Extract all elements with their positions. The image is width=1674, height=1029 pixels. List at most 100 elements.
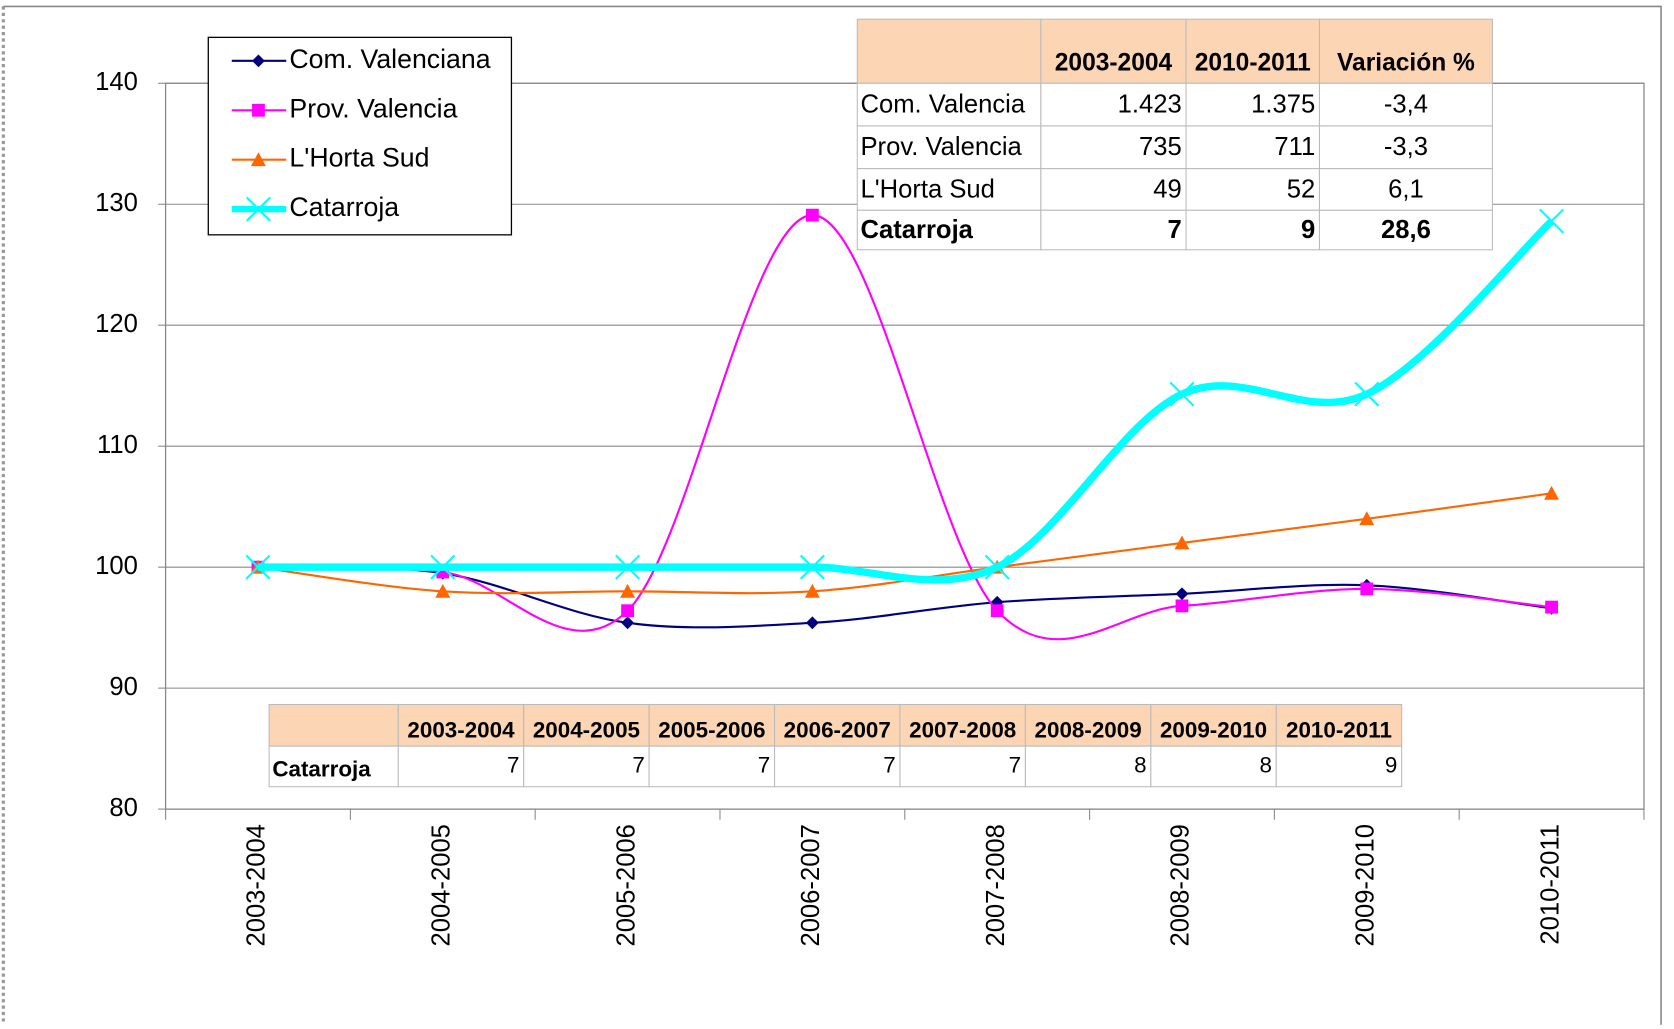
table-cell: [268, 703, 399, 747]
table-value: 52: [1287, 175, 1316, 203]
x-tick-label: 2004-2005: [428, 824, 456, 946]
x-tick-label: 2009-2010: [1352, 824, 1380, 946]
table-row-label: Prov. Valencia: [860, 133, 1022, 161]
legend-marker: [250, 152, 266, 167]
table-cell: [856, 18, 1042, 84]
y-tick-label: 80: [109, 794, 138, 822]
table-cell: [1024, 745, 1152, 788]
marker: [1545, 600, 1558, 614]
table-value: 7: [883, 752, 895, 777]
table-row-label: Com. Valencia: [860, 90, 1025, 118]
y-tick-label: 110: [97, 431, 138, 459]
marker: [1175, 599, 1189, 613]
legend-marker: [245, 196, 271, 222]
table-cell: [1150, 703, 1277, 747]
y-tick-label: 140: [95, 68, 138, 96]
marker: [1360, 582, 1374, 596]
marker: [804, 583, 820, 598]
marker: [1169, 381, 1195, 407]
x-tick-label: 2007-2008: [982, 824, 1010, 946]
table-header: 2005-2006: [658, 718, 765, 743]
table-cell: [1318, 209, 1493, 251]
table-header: 2003-2004: [407, 718, 515, 743]
table-value: 1.423: [1118, 90, 1182, 118]
marker: [1354, 381, 1380, 407]
table-value: 735: [1139, 133, 1182, 161]
table-cell: [1275, 703, 1403, 747]
x-tick-label: 2008-2009: [1167, 824, 1195, 946]
marker: [620, 583, 636, 598]
table-cell: [1275, 745, 1403, 788]
table-cell: [774, 703, 901, 747]
marker: [984, 554, 1010, 580]
table-value: 28,6: [1381, 216, 1431, 244]
table-header: 2007-2008: [909, 718, 1016, 743]
legend-label: Prov. Valencia: [289, 93, 457, 123]
table-cell: [1040, 18, 1187, 84]
table-cell: [1040, 125, 1187, 170]
table-cell: [648, 745, 776, 788]
table-value: 8: [1134, 752, 1146, 777]
table-value: 711: [1274, 133, 1315, 161]
marker: [435, 583, 451, 598]
table-value: 7: [632, 752, 644, 777]
table-cell: [1150, 745, 1277, 788]
legend-marker: [252, 103, 265, 117]
x-tick-label: 2010-2011: [1536, 824, 1564, 945]
table-header: 2008-2009: [1035, 718, 1142, 743]
legend-marker: [252, 54, 265, 68]
y-tick-label: 90: [109, 673, 138, 701]
series-line: [257, 214, 1552, 641]
table-header: 2009-2010: [1160, 718, 1267, 743]
table-row-label: Catarroja: [860, 216, 973, 244]
x-tick-label: 2003-2004: [243, 824, 271, 946]
table-value: 7: [1009, 752, 1021, 777]
table-cell: [1185, 18, 1321, 84]
legend-label: Catarroja: [289, 192, 399, 222]
table-value: 1.375: [1251, 90, 1315, 118]
marker: [1175, 587, 1189, 601]
table-cell: [1318, 125, 1493, 170]
table-header: 2006-2007: [784, 718, 891, 743]
table-row-label: Catarroja: [272, 757, 371, 782]
table-cell: [1318, 168, 1493, 211]
marker: [805, 208, 819, 222]
table-value: 8: [1260, 752, 1272, 777]
table-cell: [648, 703, 776, 747]
y-tick-label: 100: [95, 552, 138, 580]
table-cell: [899, 745, 1026, 788]
table-value: 7: [1168, 216, 1182, 244]
table-value: 49: [1153, 175, 1182, 203]
table-value: 9: [1385, 752, 1397, 777]
table-header: 2010-2011: [1286, 718, 1392, 743]
table-value: 6,1: [1388, 175, 1424, 203]
table-cell: [1318, 18, 1493, 84]
x-tick-label: 2006-2007: [797, 824, 825, 946]
table-value: 9: [1301, 216, 1315, 244]
table-cell: [774, 745, 901, 788]
frame: [3, 5, 1662, 1025]
table-value: 7: [758, 752, 770, 777]
marker: [799, 554, 825, 580]
marker: [1544, 485, 1560, 500]
marker: [1359, 511, 1375, 526]
table-value: -3,4: [1384, 90, 1428, 118]
y-tick-label: 130: [95, 189, 138, 217]
table-cell: [397, 745, 525, 788]
legend-label: L'Horta Sud: [289, 143, 429, 173]
table-cell: [1040, 209, 1187, 251]
marker: [615, 554, 641, 580]
marker: [990, 604, 1004, 618]
table-cell: [523, 703, 650, 747]
legend-label: Com. Valenciana: [289, 44, 490, 74]
legend-box: [207, 36, 513, 236]
table-cell: [1185, 168, 1321, 211]
table-value: -3,3: [1384, 133, 1428, 161]
marker: [430, 554, 456, 580]
table-cell: [1185, 209, 1321, 251]
table-row-label: L'Horta Sud: [860, 175, 994, 203]
table-cell: [1318, 82, 1493, 127]
x-tick-label: 2005-2006: [612, 824, 640, 946]
table-header: 2010-2011: [1195, 50, 1311, 77]
table-header: 2004-2005: [533, 718, 640, 743]
